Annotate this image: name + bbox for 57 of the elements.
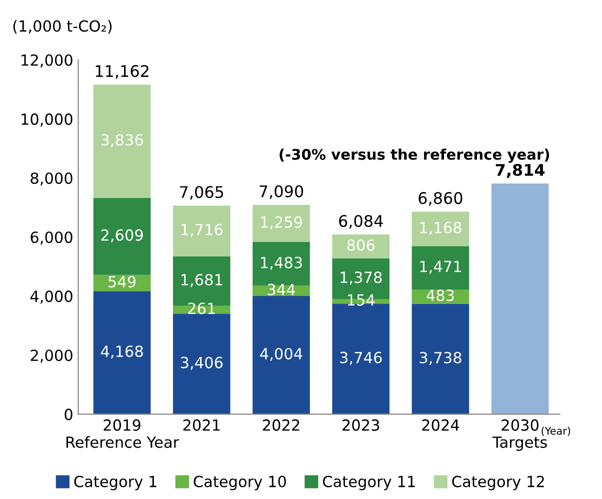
data-label: 806: [347, 239, 374, 251]
legend-label: Category 1: [74, 476, 156, 490]
annotation: (-30% versus the reference year): [280, 148, 550, 163]
data-label: 3,746: [340, 352, 382, 365]
x-tick-label: 2023: [342, 419, 380, 431]
y-tick-label: 4,000: [30, 290, 72, 304]
text: (Year): [542, 426, 570, 436]
data-label: 1,471: [420, 260, 461, 274]
legend-label: Category 10: [194, 476, 286, 490]
y-tick-label: 10,000: [22, 113, 72, 127]
data-label: 483: [426, 290, 454, 302]
data-label: 154: [348, 294, 375, 306]
bar: [412, 246, 470, 290]
data-label: 2,609: [101, 229, 143, 242]
total-label: 7,814: [496, 164, 545, 178]
bar: [412, 304, 470, 414]
data-label: 261: [188, 302, 215, 314]
y-tick-label: 0: [64, 408, 72, 420]
total-label: 7,065: [180, 186, 224, 200]
total-label: 6,860: [418, 192, 462, 206]
bar: [332, 234, 390, 258]
x-tick-label: 2024: [422, 419, 460, 431]
data-label: 3,836: [101, 134, 143, 148]
legend-label: Category 12: [452, 476, 544, 490]
data-label: 1,681: [181, 274, 222, 288]
x-tick-label: 2022: [262, 419, 300, 431]
bar: [93, 84, 151, 198]
legend-label: Category 11: [322, 476, 415, 490]
total-label: 7,090: [260, 185, 304, 199]
y-tick-label: 12,000: [22, 54, 72, 68]
y-tick-label: 8,000: [30, 172, 72, 186]
total-label: 11,162: [96, 65, 148, 79]
bar: [252, 204, 310, 242]
x-tick-label: 2019 Reference Year: [66, 419, 180, 448]
bar: [172, 314, 230, 414]
data-label: 4,004: [260, 348, 302, 362]
y-tick-label: 2,000: [30, 350, 72, 363]
data-label: 1,378: [340, 272, 382, 285]
total-label: 6,084: [339, 214, 383, 229]
y-axis-title: (1,000 t-CO₂): [13, 20, 112, 34]
bar: [252, 296, 310, 414]
bar: [93, 198, 151, 275]
bar: [412, 212, 470, 246]
x-tick-label: 2021: [183, 419, 220, 431]
data-label: 1,483: [261, 256, 302, 270]
data-label: 3,406: [180, 356, 223, 370]
data-label: 344: [268, 284, 295, 296]
data-label: 1,259: [261, 216, 302, 230]
data-label: 3,738: [420, 352, 462, 365]
bar: [491, 183, 549, 414]
data-label: 1,716: [181, 224, 223, 237]
y-tick-label: 6,000: [30, 231, 72, 245]
bar: [93, 291, 151, 414]
data-label: 549: [108, 276, 136, 288]
bar: [172, 206, 230, 256]
data-label: 1,168: [420, 222, 462, 235]
data-label: 4,168: [100, 346, 143, 359]
